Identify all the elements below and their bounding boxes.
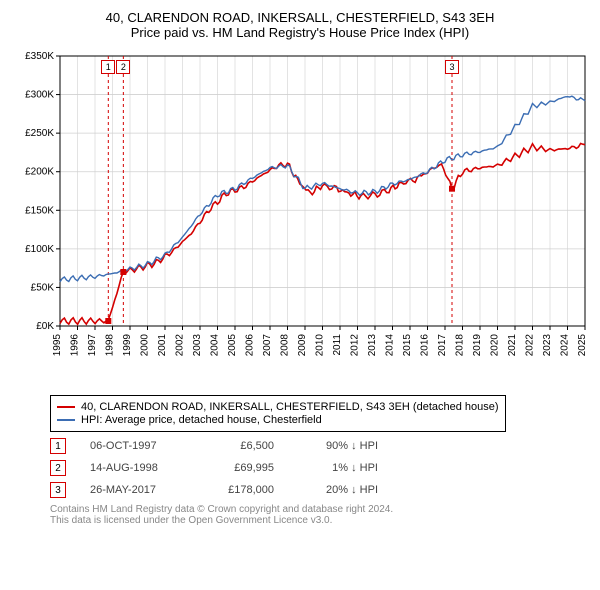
event-date: 14-AUG-1998 bbox=[90, 462, 180, 474]
svg-text:2012: 2012 bbox=[350, 334, 361, 357]
svg-text:£100K: £100K bbox=[25, 244, 54, 255]
legend-label: HPI: Average price, detached house, Ches… bbox=[81, 414, 322, 426]
svg-text:1996: 1996 bbox=[70, 334, 81, 357]
event-num: 3 bbox=[50, 482, 66, 498]
event-row: 3 26-MAY-2017 £178,000 20% ↓ HPI bbox=[50, 482, 590, 498]
svg-text:2022: 2022 bbox=[525, 334, 536, 357]
svg-text:2020: 2020 bbox=[490, 334, 501, 357]
svg-text:1995: 1995 bbox=[52, 334, 63, 357]
event-price: £178,000 bbox=[204, 484, 274, 496]
event-row: 1 06-OCT-1997 £6,500 90% ↓ HPI bbox=[50, 438, 590, 454]
event-num: 1 bbox=[50, 438, 66, 454]
svg-text:£350K: £350K bbox=[25, 51, 54, 62]
svg-text:2024: 2024 bbox=[560, 334, 571, 357]
events-table: 1 06-OCT-1997 £6,500 90% ↓ HPI 2 14-AUG-1998 £… bbox=[50, 438, 590, 498]
svg-text:2006: 2006 bbox=[245, 334, 256, 357]
svg-text:2017: 2017 bbox=[437, 334, 448, 357]
footer-copyright: Contains HM Land Registry data © Crown c… bbox=[50, 504, 590, 515]
svg-text:2013: 2013 bbox=[367, 334, 378, 357]
event-delta: 90% ↓ HPI bbox=[298, 440, 378, 452]
legend: 40, CLARENDON ROAD, INKERSALL, CHESTERFI… bbox=[50, 395, 506, 432]
legend-label: 40, CLARENDON ROAD, INKERSALL, CHESTERFI… bbox=[81, 401, 499, 413]
svg-text:2015: 2015 bbox=[402, 334, 413, 357]
svg-text:2018: 2018 bbox=[455, 334, 466, 357]
svg-text:2001: 2001 bbox=[157, 334, 168, 357]
legend-swatch bbox=[57, 419, 75, 421]
svg-text:2002: 2002 bbox=[175, 334, 186, 357]
svg-text:£150K: £150K bbox=[25, 205, 54, 216]
footer-license: This data is licensed under the Open Gov… bbox=[50, 515, 590, 526]
svg-text:1998: 1998 bbox=[105, 334, 116, 357]
svg-text:1997: 1997 bbox=[87, 334, 98, 357]
svg-text:2023: 2023 bbox=[542, 334, 553, 357]
svg-text:2003: 2003 bbox=[192, 334, 203, 357]
legend-row: HPI: Average price, detached house, Ches… bbox=[57, 414, 499, 426]
svg-text:2021: 2021 bbox=[507, 334, 518, 357]
chart-title-address: 40, CLARENDON ROAD, INKERSALL, CHESTERFI… bbox=[10, 10, 590, 25]
svg-text:2009: 2009 bbox=[297, 334, 308, 357]
event-marker-label: 1 bbox=[101, 60, 115, 74]
svg-text:£250K: £250K bbox=[25, 128, 54, 139]
svg-text:2004: 2004 bbox=[210, 334, 221, 357]
svg-text:2007: 2007 bbox=[262, 334, 273, 357]
chart-title-sub: Price paid vs. HM Land Registry's House … bbox=[10, 25, 590, 40]
event-delta: 1% ↓ HPI bbox=[298, 462, 378, 474]
legend-swatch bbox=[57, 406, 75, 408]
svg-text:2000: 2000 bbox=[140, 334, 151, 357]
svg-text:£50K: £50K bbox=[31, 282, 55, 293]
event-date: 26-MAY-2017 bbox=[90, 484, 180, 496]
svg-text:2010: 2010 bbox=[315, 334, 326, 357]
event-date: 06-OCT-1997 bbox=[90, 440, 180, 452]
event-row: 2 14-AUG-1998 £69,995 1% ↓ HPI bbox=[50, 460, 590, 476]
svg-text:2019: 2019 bbox=[472, 334, 483, 357]
event-marker-label: 2 bbox=[116, 60, 130, 74]
svg-text:£200K: £200K bbox=[25, 167, 54, 178]
svg-text:2016: 2016 bbox=[420, 334, 431, 357]
svg-text:2008: 2008 bbox=[280, 334, 291, 357]
chart-container: £0K £50K £100K £150K £200K £250K £300K £350K 199… bbox=[10, 46, 590, 389]
price-chart: £0K £50K £100K £150K £200K £250K £300K £350K 199… bbox=[10, 46, 590, 386]
svg-text:£0K: £0K bbox=[36, 321, 54, 332]
svg-text:2014: 2014 bbox=[385, 334, 396, 357]
svg-text:2025: 2025 bbox=[577, 334, 588, 357]
svg-text:2011: 2011 bbox=[332, 334, 343, 356]
event-marker-label: 3 bbox=[445, 60, 459, 74]
legend-row: 40, CLARENDON ROAD, INKERSALL, CHESTERFI… bbox=[57, 401, 499, 413]
svg-text:1999: 1999 bbox=[122, 334, 133, 357]
event-num: 2 bbox=[50, 460, 66, 476]
event-delta: 20% ↓ HPI bbox=[298, 484, 378, 496]
event-price: £69,995 bbox=[204, 462, 274, 474]
svg-text:2005: 2005 bbox=[227, 334, 238, 357]
event-price: £6,500 bbox=[204, 440, 274, 452]
svg-text:£300K: £300K bbox=[25, 90, 54, 101]
